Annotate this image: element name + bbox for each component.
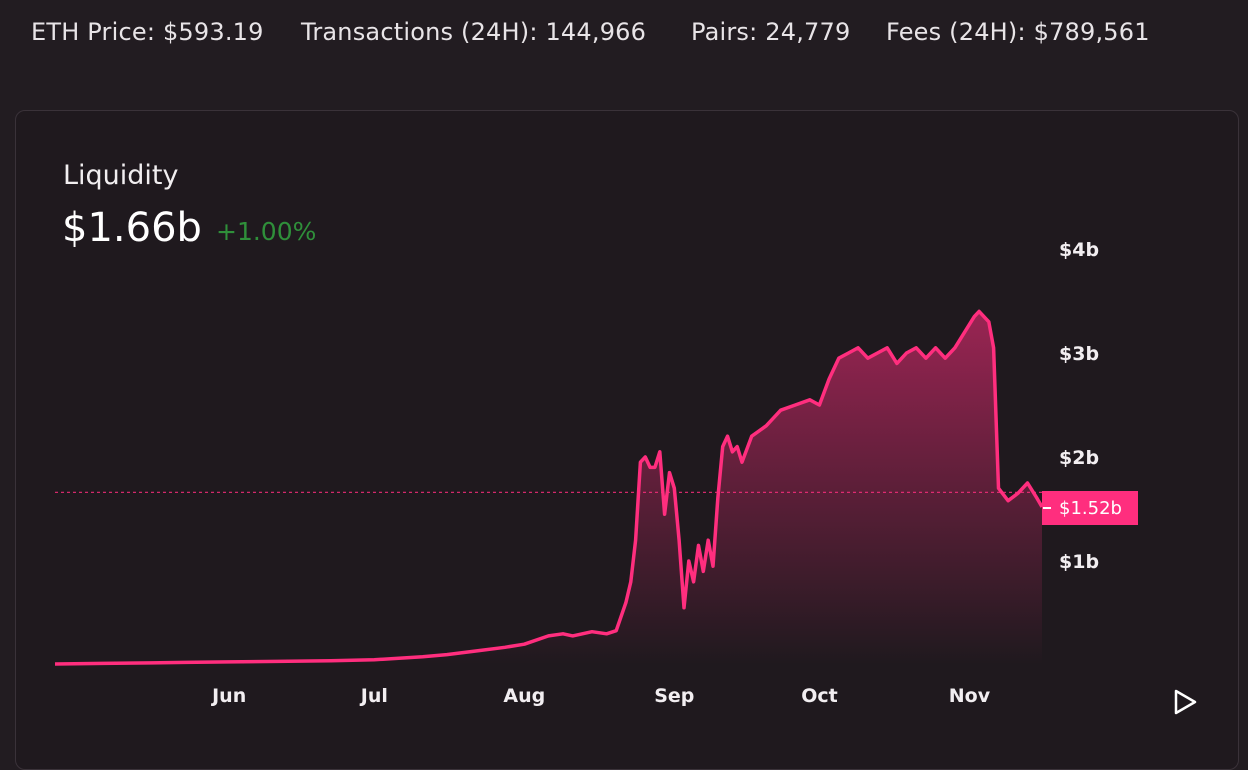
x-tick-label: Jun — [210, 685, 246, 707]
x-tick-label: Nov — [949, 685, 991, 707]
y-tick-label: $1b — [1059, 551, 1099, 573]
current-value-badge — [1042, 491, 1138, 525]
liquidity-value: $1.66b — [62, 205, 202, 251]
fees-stat: Fees (24H): $789,561 — [886, 18, 1150, 46]
play-button[interactable] — [1174, 689, 1197, 715]
y-tick-label: $2b — [1059, 447, 1099, 469]
card-title: Liquidity — [63, 160, 179, 191]
y-tick-label: $4b — [1059, 239, 1099, 261]
y-tick-label: $3b — [1059, 343, 1099, 365]
play-icon[interactable] — [1174, 689, 1197, 715]
liquidity-area — [55, 311, 1042, 665]
x-tick-label: Sep — [654, 685, 694, 707]
pairs-stat: Pairs: 24,779 — [691, 18, 851, 46]
change-badge: +1.00% — [216, 217, 317, 246]
transactions-stat: Transactions (24H): 144,966 — [301, 18, 647, 46]
current-value-label: $1.52b — [1059, 498, 1122, 519]
liquidity-chart: $1.52b $1b $2b $3b $4b Jun Jul Aug Sep Oct Nov — [54, 239, 1197, 715]
x-tick-label: Oct — [801, 685, 838, 707]
stats-bar: ETH Price: $593.19 Transactions (24H): 1… — [0, 0, 1248, 70]
liquidity-line — [54, 309, 1044, 666]
x-tick-label: Aug — [503, 685, 545, 707]
eth-price-stat: ETH Price: $593.19 — [31, 18, 264, 46]
x-tick-label: Jul — [359, 685, 388, 707]
